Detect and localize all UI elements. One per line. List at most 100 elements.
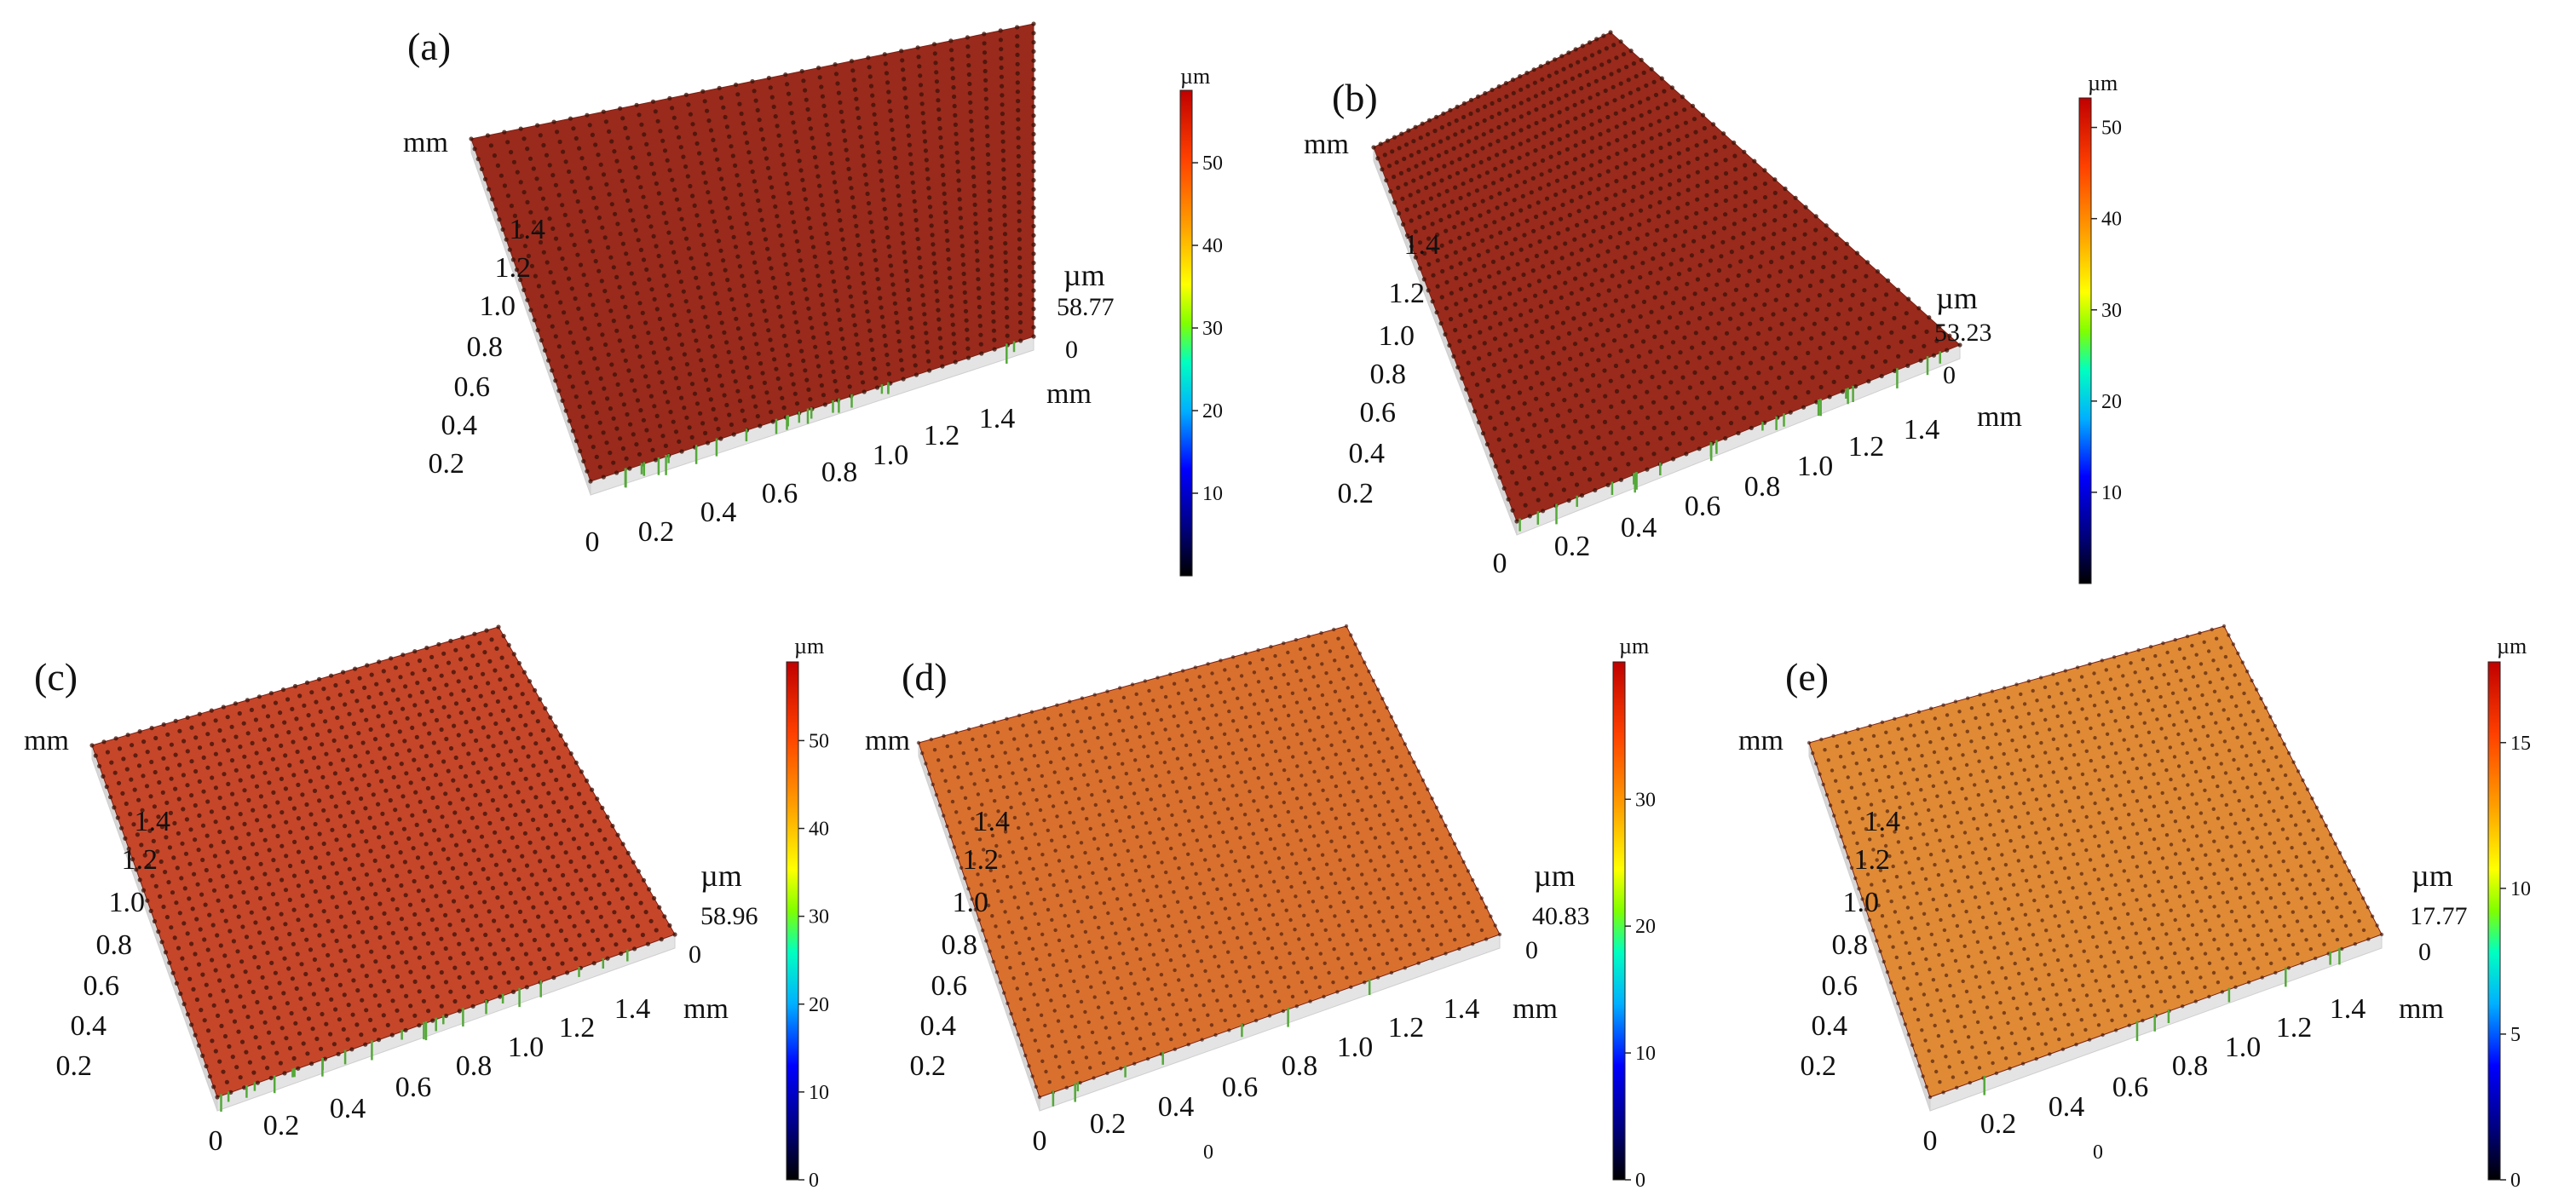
colorbar-tick-label: 10 [809, 1082, 829, 1104]
y-tick-label: 1.0 [953, 887, 989, 918]
colorbar-tick-label: 10 [2101, 482, 2122, 504]
y-tick-label: 0.2 [56, 1050, 93, 1082]
x-axis-unit: mm [1977, 401, 2022, 433]
y-tick-label: 1.0 [1379, 320, 1415, 352]
x-tick-label: 0.8 [2172, 1050, 2209, 1082]
colorbar-unit: µm [1619, 634, 1649, 658]
stray-label: 0 [1203, 1141, 1213, 1164]
x-tick-label: 0.8 [1744, 471, 1781, 503]
panel-label: (b) [1332, 76, 1378, 119]
x-tick-label: 0.2 [638, 516, 675, 548]
x-tick-label: 1.4 [1904, 414, 1940, 446]
colorbar-tick-label: 0 [2510, 1170, 2521, 1192]
y-tick-label: 1.2 [122, 844, 158, 876]
colorbar: µm 0 10 20 30 40 50 [786, 634, 829, 1192]
x-tick-label: 1.4 [979, 403, 1016, 434]
x-tick-label: 0.4 [1621, 512, 1657, 543]
x-tick-label: 0.2 [1090, 1108, 1127, 1140]
colorbar-gradient [2078, 97, 2092, 584]
y-tick-label: 1.0 [109, 887, 146, 918]
panel-label: (c) [34, 655, 78, 699]
x-axis-unit: mm [1513, 993, 1558, 1025]
y-tick-label: 1.2 [1854, 844, 1891, 876]
y-axis-unit: mm [1738, 725, 1784, 756]
z-max-value: 17.77 [2410, 902, 2468, 930]
y-tick-label: 0.6 [1822, 970, 1859, 1002]
colorbar: µm 0 10 20 30 [1612, 634, 1656, 1192]
x-tick-label: 0.2 [1554, 531, 1591, 562]
x-tick-label: 1.2 [1388, 1012, 1425, 1044]
z-axis-unit: µm [700, 859, 742, 893]
panel-a: (a) mm 0.2 0.4 0.6 0.8 1.0 1.2 1.4 0 0.2 0.4 0.6 0.8 1… [403, 21, 1223, 577]
y-tick-label: 0.4 [1812, 1010, 1848, 1042]
z-min-value: 0 [1525, 936, 1538, 964]
panel-e: (e)mm0.20.40.60.81.01.21.400.20.40.60.81… [1738, 624, 2531, 1192]
colorbar-tick-label: 10 [2510, 878, 2531, 900]
y-tick-label: 0.8 [1832, 929, 1869, 961]
x-tick-label: 1.0 [1797, 451, 1834, 482]
x-tick-label: 0 [1033, 1125, 1047, 1157]
x-tick-label: 0.4 [330, 1093, 366, 1124]
y-tick-label: 1.2 [1389, 278, 1426, 309]
x-tick-label: 0.8 [821, 457, 858, 488]
colorbar-tick-label: 10 [1202, 483, 1223, 505]
colorbar-gradient [1179, 89, 1193, 577]
x-tick-label: 0.4 [700, 497, 737, 528]
y-tick-label: 0.4 [71, 1010, 107, 1042]
x-tick-label: 0 [585, 526, 600, 558]
x-tick-label: 1.2 [924, 420, 960, 451]
colorbar-tick-label: 20 [1202, 400, 1223, 423]
x-tick-label: 0 [1493, 548, 1507, 579]
y-tick-label: 0.8 [467, 331, 504, 363]
panel-b: (b)mm0.20.40.60.81.01.21.400.20.40.60.81… [1304, 30, 2122, 584]
y-tick-label: 0.8 [1370, 359, 1407, 390]
colorbar-tick-label: 20 [1635, 916, 1656, 938]
colorbar: µm 0 5 10 15 [2487, 634, 2531, 1192]
z-min-value: 0 [689, 940, 701, 969]
colorbar-tick-label: 50 [2101, 118, 2122, 140]
colorbar-unit: µm [2088, 71, 2118, 95]
z-max-value: 53.23 [1934, 319, 1992, 347]
green-spikes [1983, 947, 2341, 1095]
x-tick-label: 0.4 [1158, 1091, 1195, 1123]
colorbar: µm 10 20 30 40 50 [1179, 64, 1223, 577]
x-tick-label: 0.6 [1685, 491, 1721, 522]
panels-layer: (a) mm 0.2 0.4 0.6 0.8 1.0 1.2 1.4 0 0.2 0.4 0.6 0.8 1… [24, 21, 2531, 1192]
panel-label: (a) [407, 25, 451, 68]
y-tick-label: 0.2 [1338, 478, 1374, 509]
colorbar-tick-label: 40 [1202, 235, 1223, 257]
x-axis-unit: mm [683, 993, 729, 1025]
pillar-texture [89, 624, 677, 1100]
colorbar-gradient [1612, 661, 1626, 1181]
z-axis-unit: µm [1936, 281, 1978, 315]
colorbar-tick-label: 15 [2510, 733, 2531, 755]
green-spikes [220, 949, 629, 1112]
panel-d: (d) mm 0.2 0.4 0.6 0.8 1.0 1.2 1.4 0 0.2 0.4 0.6 0.8 1… [865, 624, 1656, 1192]
x-tick-label: 1.0 [1337, 1032, 1374, 1063]
y-tick-label: 0.2 [429, 448, 465, 480]
y-tick-label: 0.2 [910, 1050, 947, 1082]
x-tick-label: 1.4 [614, 993, 651, 1025]
y-axis-unit: mm [24, 725, 69, 756]
z-max-value: 40.83 [1532, 902, 1590, 930]
stray-label: 0 [2093, 1141, 2103, 1164]
x-tick-label: 1.2 [1848, 431, 1885, 463]
z-min-value: 0 [1065, 336, 1078, 364]
colorbar-tick-label: 30 [1202, 318, 1223, 340]
pillar-texture [1371, 30, 1962, 524]
x-tick-label: 0.8 [456, 1050, 493, 1082]
z-min-value: 0 [2418, 938, 2431, 966]
x-tick-label: 0.4 [2049, 1091, 2085, 1123]
z-max-value: 58.96 [700, 902, 758, 930]
x-tick-label: 1.2 [559, 1012, 596, 1044]
y-tick-label: 0.6 [84, 970, 120, 1002]
y-axis-unit: mm [865, 725, 910, 756]
colorbar-tick-label: 0 [809, 1170, 819, 1192]
y-tick-label: 1.4 [135, 806, 171, 837]
x-tick-label: 1.4 [2330, 993, 2366, 1025]
x-tick-label: 1.0 [2225, 1032, 2262, 1063]
y-tick-label: 0.6 [931, 970, 968, 1002]
x-tick-label: 0.2 [1980, 1108, 2017, 1140]
x-tick-label: 0.6 [2112, 1072, 2149, 1103]
